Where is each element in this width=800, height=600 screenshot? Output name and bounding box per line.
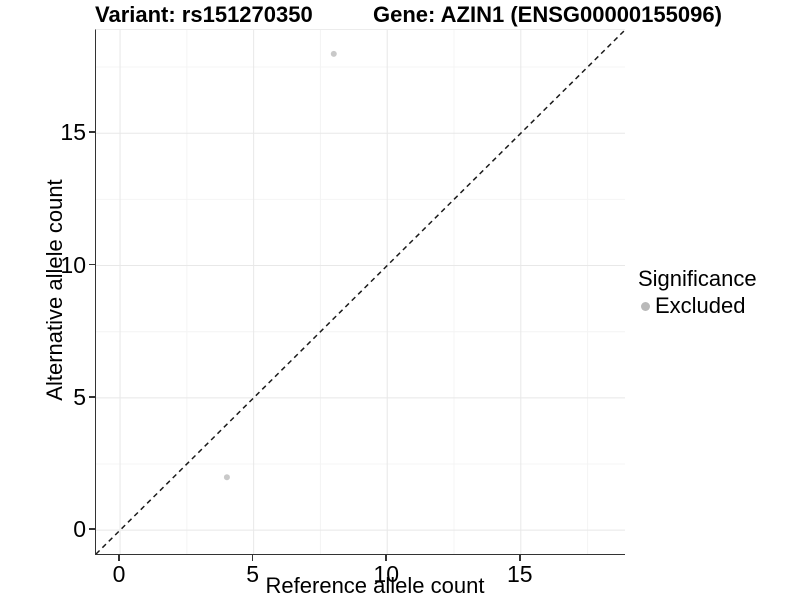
y-tick-mark [89,528,95,530]
x-tick-mark [251,554,254,561]
x-tick-mark [385,554,387,561]
legend-title: Significance [638,266,757,291]
x-tick-label: 0 [112,561,126,587]
plot-canvas [96,30,625,554]
data-point [330,50,337,57]
excluded-point-icon [641,301,650,311]
x-tick-mark [118,554,120,561]
y-axis-title: Alternative allele count [42,179,67,401]
y-tick-mark [89,131,95,133]
y-tick-mark [89,263,95,266]
x-tick-label: 10 [373,561,399,587]
y-tick-label: 0 [73,516,86,543]
identity-line [96,30,625,554]
data-point [223,474,230,481]
legend: Significance Excluded [638,266,757,319]
x-axis-title: Reference allele count [265,573,485,598]
legend-item-label: Excluded [655,293,746,318]
y-tick-label: 5 [73,383,86,410]
gene-title: Gene: AZIN1 (ENSG00000155096) [373,2,722,27]
y-tick-label: 10 [60,251,86,278]
plot-panel [95,29,625,555]
x-tick-label: 15 [507,561,533,587]
y-tick-mark [89,396,95,398]
legend-item-excluded: Excluded [641,293,757,319]
x-tick-mark [519,554,521,561]
variant-title: Variant: rs151270350 [95,2,313,27]
x-tick-label: 5 [246,561,260,587]
y-tick-label: 15 [60,119,86,146]
